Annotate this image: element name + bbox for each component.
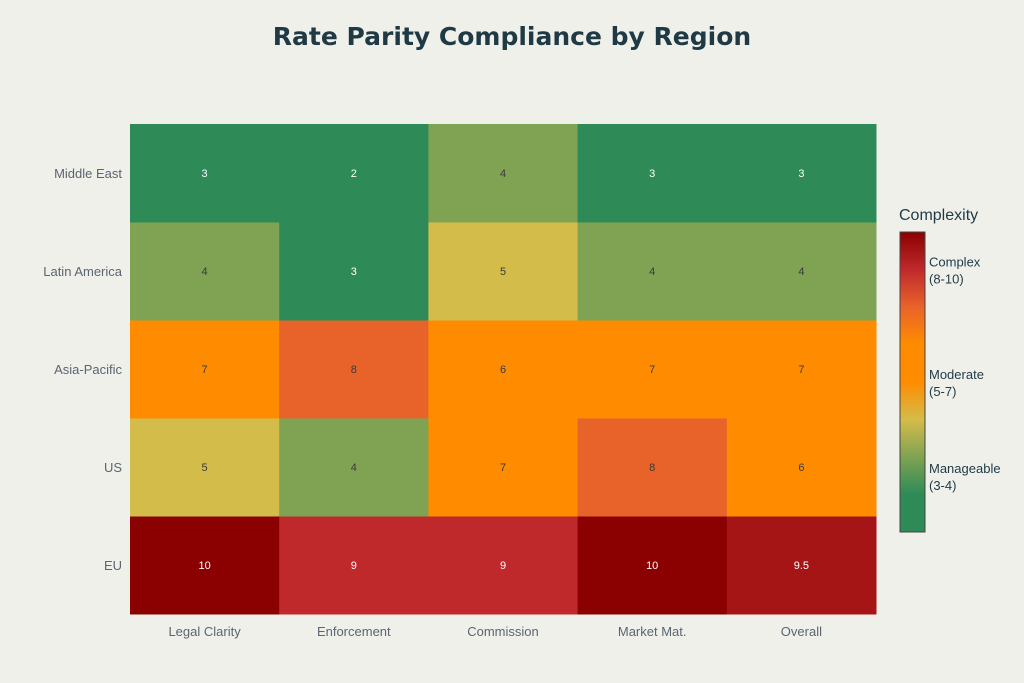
heatmap-cell <box>428 516 579 615</box>
heatmap-cell <box>130 320 280 419</box>
cell-value-label: 7 <box>798 364 804 376</box>
cell-value-label: 2 <box>351 168 357 180</box>
cell-value-label: 4 <box>649 266 655 278</box>
cell-value-label: 9.5 <box>794 560 809 572</box>
cell-value-label: 3 <box>351 266 357 278</box>
cell-value-label: 5 <box>202 462 208 474</box>
cell-value-label: 8 <box>649 462 655 474</box>
colorbar-tick-label: Manageable (3-4) <box>929 461 1001 493</box>
heatmap-cell <box>577 320 728 419</box>
heatmap-cell <box>279 516 429 615</box>
y-tick-label: Middle East <box>54 166 122 181</box>
heatmap-cell <box>130 516 280 615</box>
cell-value-label: 4 <box>351 462 357 474</box>
heatmap-cell <box>726 516 877 615</box>
cell-value-label: 9 <box>500 560 506 572</box>
cell-value-label: 3 <box>649 168 655 180</box>
cell-value-label: 8 <box>351 364 357 376</box>
heatmap-cell <box>577 516 728 615</box>
heatmap-cell <box>130 418 280 517</box>
cell-value-label: 5 <box>500 266 506 278</box>
colorbar <box>899 231 926 533</box>
heatmap-cell <box>279 222 429 321</box>
heatmap-cell <box>279 418 429 517</box>
heatmap-cell <box>428 222 579 321</box>
heatmap-cell <box>428 418 579 517</box>
cell-value-label: 7 <box>202 364 208 376</box>
x-tick-label: Enforcement <box>317 624 391 639</box>
heatmap-cell <box>726 124 877 223</box>
cell-value-label: 7 <box>649 364 655 376</box>
heatmap-cell <box>279 124 429 223</box>
x-tick-label: Legal Clarity <box>168 624 241 639</box>
cell-value-label: 6 <box>798 462 804 474</box>
x-tick-label: Market Mat. <box>618 624 687 639</box>
y-tick-label: Latin America <box>43 264 123 279</box>
cell-value-label: 4 <box>798 266 804 278</box>
colorbar-title: Complexity <box>899 207 978 224</box>
y-tick-label: EU <box>104 558 122 573</box>
heatmap-cell <box>428 320 579 419</box>
heatmap-cell <box>726 222 877 321</box>
cell-value-label: 4 <box>500 168 506 180</box>
chart-title: Rate Parity Compliance by Region <box>272 22 752 51</box>
cell-value-label: 10 <box>198 560 210 572</box>
heatmap-cell <box>428 124 579 223</box>
colorbar-tick-label: Moderate (5-7) <box>929 367 984 399</box>
heatmap-cell <box>726 418 877 517</box>
y-tick-label: US <box>104 460 122 475</box>
heatmap-cell <box>726 320 877 419</box>
cell-value-label: 3 <box>202 168 208 180</box>
heatmap-cell <box>130 222 280 321</box>
cell-value-label: 9 <box>351 560 357 572</box>
cell-value-label: 4 <box>202 266 208 278</box>
heatmap-cell <box>130 124 280 223</box>
cell-value-label: 10 <box>646 560 658 572</box>
heatmap-cell <box>279 320 429 419</box>
heatmap-cell <box>577 418 728 517</box>
heatmap-cell <box>577 222 728 321</box>
cell-value-label: 7 <box>500 462 506 474</box>
y-tick-label: Asia-Pacific <box>54 362 122 377</box>
cell-value-label: 6 <box>500 364 506 376</box>
heatmap-cell <box>577 124 728 223</box>
x-tick-label: Commission <box>467 624 539 639</box>
colorbar-tick-label: Complex (8-10) <box>929 255 981 287</box>
x-tick-label: Overall <box>781 624 822 639</box>
cell-value-label: 3 <box>798 168 804 180</box>
